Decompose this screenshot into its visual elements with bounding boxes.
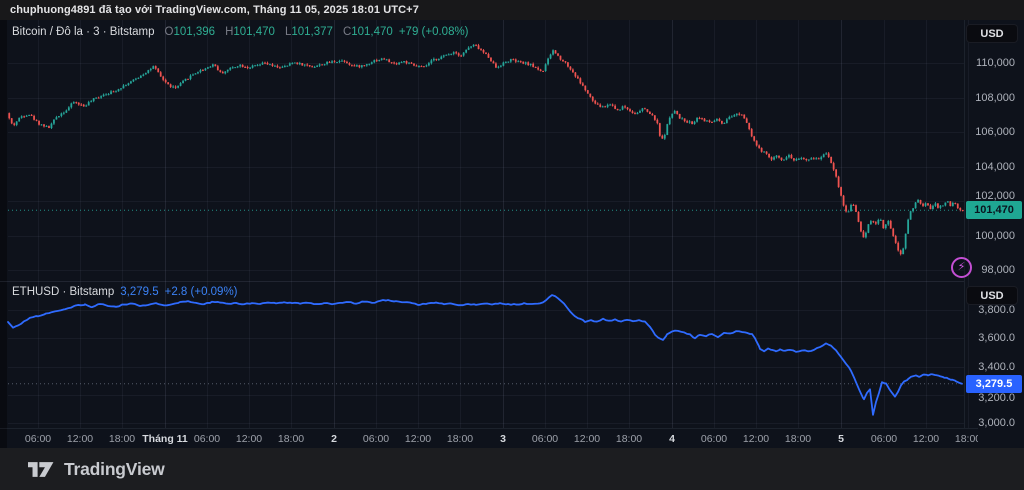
time-tick-label: 2 — [331, 433, 337, 445]
eth-price-value: 3,279.5 — [120, 286, 159, 298]
time-tick-label: 5 — [838, 433, 844, 445]
footer-bar: TradingView — [0, 448, 1024, 490]
chart-area[interactable]: Bitcoin / Đô la · 3 · Bitstamp O101,396 … — [0, 20, 1024, 448]
eth-legend[interactable]: ETHUSD · Bitstamp 3,279.5 +2.8 (+0.09%) — [12, 286, 238, 298]
time-tick-label: 06:00 — [24, 433, 52, 445]
eth-last-price-badge: 3,279.5 — [966, 374, 1022, 393]
price-tick-label: 102,000 — [975, 190, 1015, 203]
btc-symbol-title[interactable]: Bitcoin / Đô la · 3 · Bitstamp — [12, 26, 155, 38]
time-tick-label: 12:00 — [742, 433, 770, 445]
boost-button[interactable]: ⚡ — [951, 257, 972, 278]
time-tick-label: Tháng 11 — [142, 433, 188, 445]
price-tick-label: 3,800.0 — [978, 303, 1015, 316]
price-tick-label: 106,000 — [975, 126, 1015, 139]
btc-change-value: +79 (+0.08%) — [398, 26, 469, 38]
lightning-icon: ⚡ — [957, 261, 966, 273]
time-tick-label: 06:00 — [531, 433, 559, 445]
time-axis[interactable]: 06:00 12:00 18:00 Tháng 11 06:00 12:00 18:00 2 0… — [0, 428, 978, 448]
time-tick-label: 18:00 — [277, 433, 305, 445]
time-tick-label: 4 — [669, 433, 675, 445]
btc-currency-button[interactable]: USD — [966, 24, 1018, 43]
price-tick-label: 3,200.0 — [978, 391, 1015, 404]
eth-change-value: +2.8 (+0.09%) — [164, 286, 238, 298]
btc-close-label: C — [342, 26, 352, 38]
price-tick-label: 100,000 — [975, 229, 1015, 242]
time-tick-label: 12:00 — [404, 433, 432, 445]
time-tick-label: 06:00 — [193, 433, 221, 445]
btc-low-label: L — [284, 26, 292, 38]
price-chart-canvas[interactable] — [0, 20, 1024, 448]
price-axis[interactable] — [964, 20, 1024, 428]
price-tick-label: 3,600.0 — [978, 332, 1015, 345]
time-tick-label: 18:00 — [108, 433, 136, 445]
attribution-bar: chuphuong4891 đã tạo với TradingView.com… — [0, 0, 1024, 20]
btc-last-price-badge: 101,470 — [966, 201, 1022, 220]
tradingview-brand-text[interactable]: TradingView — [64, 458, 165, 479]
btc-open-label: O — [164, 26, 174, 38]
eth-currency-button[interactable]: USD — [966, 286, 1018, 305]
time-tick-label: 18:00 — [615, 433, 643, 445]
btc-low-value: 101,377 — [291, 26, 333, 38]
price-tick-label: 104,000 — [975, 160, 1015, 173]
price-tick-label: 3,400.0 — [978, 360, 1015, 373]
price-tick-label: 98,000 — [981, 264, 1015, 277]
time-tick-label: 12:00 — [912, 433, 940, 445]
time-tick-label: 06:00 — [700, 433, 728, 445]
price-tick-label: 3,000.0 — [978, 417, 1015, 430]
tradingview-logo-icon[interactable] — [28, 459, 54, 480]
time-tick-label: 12:00 — [235, 433, 263, 445]
time-tick-label: 18:00 — [446, 433, 474, 445]
time-tick-label: 06:00 — [362, 433, 390, 445]
btc-open-value: 101,396 — [173, 26, 216, 38]
time-tick-label: 12:00 — [66, 433, 94, 445]
btc-high-label: H — [225, 26, 234, 38]
time-tick-label: 3 — [500, 433, 506, 445]
time-tick-label: 06:00 — [870, 433, 898, 445]
attribution-text: chuphuong4891 đã tạo với TradingView.com… — [10, 4, 419, 16]
btc-legend[interactable]: Bitcoin / Đô la · 3 · Bitstamp O101,396 … — [12, 26, 469, 38]
time-tick-label: 18:00 — [954, 433, 978, 445]
time-tick-label: 12:00 — [573, 433, 601, 445]
price-tick-label: 110,000 — [976, 57, 1015, 70]
btc-high-value: 101,470 — [233, 26, 275, 38]
price-tick-label: 108,000 — [975, 91, 1015, 104]
eth-symbol-title[interactable]: ETHUSD · Bitstamp — [12, 286, 115, 298]
btc-close-value: 101,470 — [351, 26, 393, 38]
time-tick-label: 18:00 — [784, 433, 812, 445]
